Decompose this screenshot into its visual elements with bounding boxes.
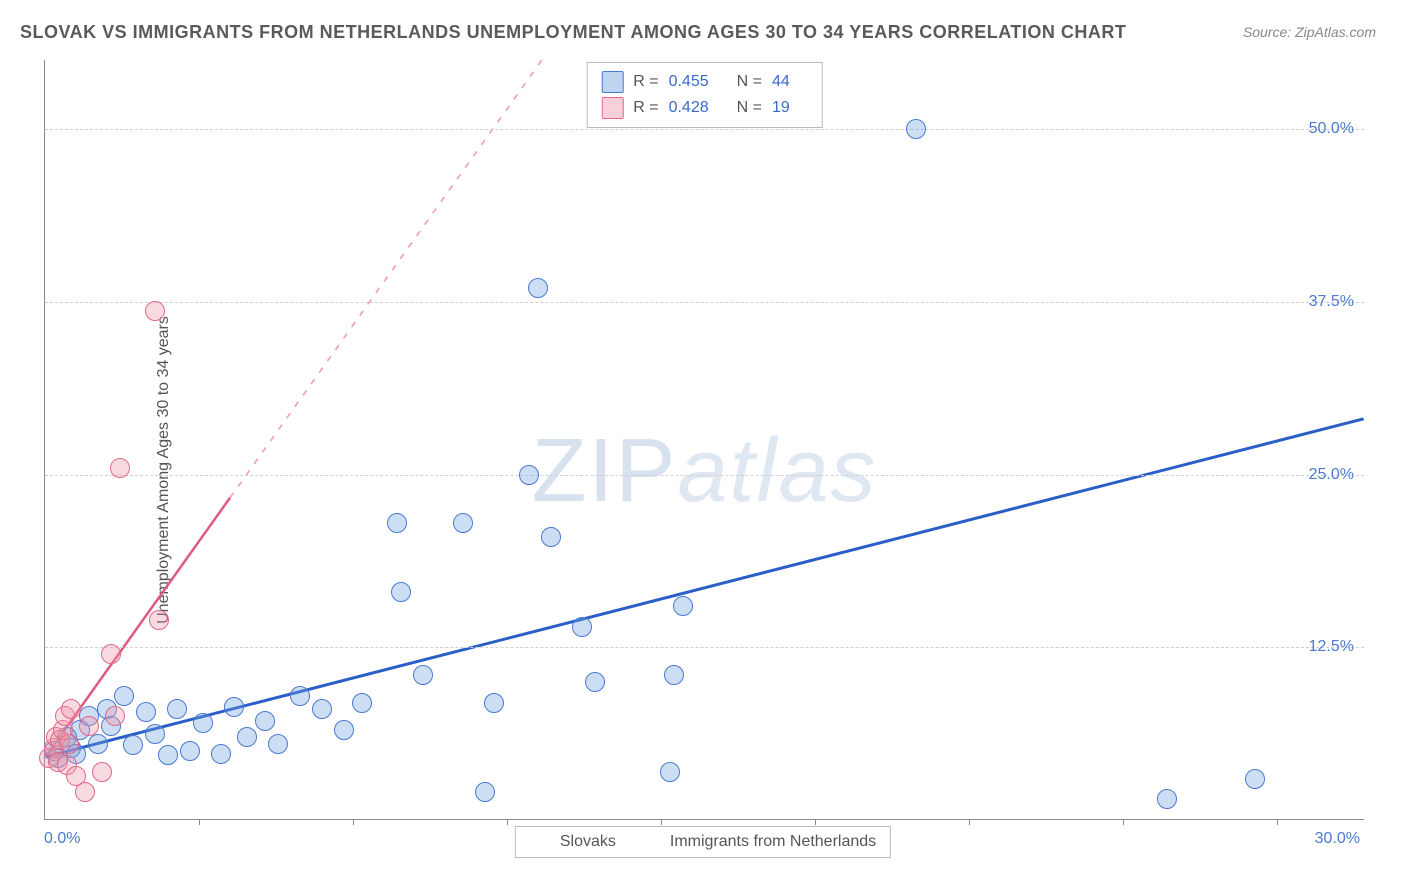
data-point — [75, 782, 95, 802]
legend-n-value: 19 — [772, 99, 790, 117]
legend-row: R = 0.455 N = 44 — [601, 69, 808, 95]
legend-label: Slovaks — [560, 833, 616, 851]
x-tick-end: 30.0% — [1315, 830, 1360, 848]
data-point — [572, 617, 592, 637]
data-point — [92, 762, 112, 782]
data-point — [237, 727, 257, 747]
watermark-part-a: ZIP — [531, 421, 677, 521]
data-point — [585, 672, 605, 692]
data-point — [180, 741, 200, 761]
data-point — [158, 745, 178, 765]
data-point — [149, 610, 169, 630]
legend-n-value: 44 — [772, 73, 790, 91]
legend-r-label: R = — [633, 99, 658, 117]
legend-r-value: 0.428 — [669, 99, 709, 117]
legend-r-value: 0.455 — [669, 73, 709, 91]
correlation-legend: R = 0.455 N = 44 R = 0.428 N = 19 — [586, 62, 823, 128]
data-point — [61, 699, 81, 719]
y-tick-label: 25.0% — [1309, 466, 1354, 484]
x-tick-start: 0.0% — [44, 830, 80, 848]
x-tick-mark — [353, 819, 354, 825]
data-point — [211, 744, 231, 764]
data-point — [1157, 789, 1177, 809]
data-point — [906, 119, 926, 139]
data-point — [387, 513, 407, 533]
watermark-part-b: atlas — [677, 421, 877, 521]
legend-item: Slovaks — [530, 831, 616, 853]
data-point — [391, 582, 411, 602]
data-point — [290, 686, 310, 706]
legend-r-label: R = — [633, 73, 658, 91]
data-point — [1245, 769, 1265, 789]
x-tick-mark — [815, 819, 816, 825]
data-point — [519, 465, 539, 485]
data-point — [136, 702, 156, 722]
x-tick-mark — [969, 819, 970, 825]
chart-container: Unemployment Among Ages 30 to 34 years Z… — [0, 60, 1406, 880]
swatch-blue — [601, 71, 623, 93]
x-tick-mark — [1123, 819, 1124, 825]
legend-row: R = 0.428 N = 19 — [601, 95, 808, 121]
data-point — [541, 527, 561, 547]
trendline-dashed — [230, 60, 542, 498]
data-point — [114, 686, 134, 706]
gridline — [45, 647, 1364, 648]
data-point — [145, 724, 165, 744]
plot-area: ZIPatlas R = 0.455 N = 44 R = 0.428 N = … — [44, 60, 1364, 820]
data-point — [268, 734, 288, 754]
data-point — [59, 734, 79, 754]
x-tick-mark — [661, 819, 662, 825]
y-tick-label: 50.0% — [1309, 120, 1354, 138]
data-point — [312, 699, 332, 719]
data-point — [88, 734, 108, 754]
data-point — [352, 693, 372, 713]
data-point — [453, 513, 473, 533]
x-tick-mark — [507, 819, 508, 825]
data-point — [664, 665, 684, 685]
data-point — [123, 735, 143, 755]
data-point — [484, 693, 504, 713]
data-point — [334, 720, 354, 740]
swatch-blue — [530, 831, 552, 853]
data-point — [145, 301, 165, 321]
swatch-pink — [601, 97, 623, 119]
data-point — [255, 711, 275, 731]
data-point — [660, 762, 680, 782]
data-point — [79, 716, 99, 736]
watermark: ZIPatlas — [531, 420, 877, 523]
gridline — [45, 475, 1364, 476]
data-point — [193, 713, 213, 733]
data-point — [105, 706, 125, 726]
data-point — [528, 278, 548, 298]
legend-item: Immigrants from Netherlands — [640, 831, 876, 853]
legend-n-label: N = — [737, 73, 762, 91]
x-tick-mark — [199, 819, 200, 825]
y-tick-label: 12.5% — [1309, 638, 1354, 656]
data-point — [101, 644, 121, 664]
x-tick-mark — [1277, 819, 1278, 825]
data-point — [673, 596, 693, 616]
legend-label: Immigrants from Netherlands — [670, 833, 876, 851]
series-legend: Slovaks Immigrants from Netherlands — [515, 826, 891, 858]
data-point — [110, 458, 130, 478]
gridline — [45, 302, 1364, 303]
gridline — [45, 129, 1364, 130]
legend-n-label: N = — [737, 99, 762, 117]
data-point — [413, 665, 433, 685]
data-point — [475, 782, 495, 802]
source-label: Source: ZipAtlas.com — [1243, 24, 1376, 40]
swatch-pink — [640, 831, 662, 853]
chart-title: SLOVAK VS IMMIGRANTS FROM NETHERLANDS UN… — [20, 22, 1126, 43]
y-tick-label: 37.5% — [1309, 293, 1354, 311]
data-point — [167, 699, 187, 719]
data-point — [224, 697, 244, 717]
